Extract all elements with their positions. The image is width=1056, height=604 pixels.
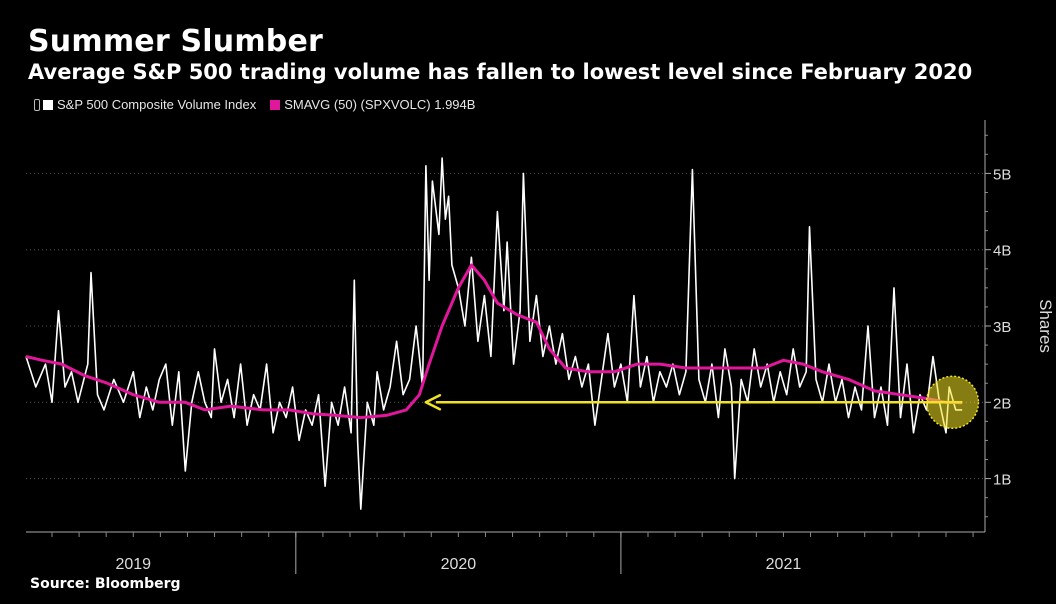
legend: S&P 500 Composite Volume Index SMAVG (50… [34, 97, 489, 112]
series-line-volume [25, 157, 963, 510]
axes: 1B 2B 3B 4B 5B Shares 2019 2020 2021 [26, 120, 1055, 574]
legend-pin-icon [34, 98, 40, 111]
chart-subtitle: Average S&P 500 trading volume has falle… [28, 60, 973, 84]
annotation-arrow-head [424, 394, 442, 411]
x-tick-label: 2019 [115, 556, 151, 573]
annotations [424, 375, 980, 430]
legend-item-smavg: SMAVG (50) (SPXVOLC) 1.994B [270, 97, 475, 112]
x-tick-label: 2021 [766, 556, 802, 573]
gridlines [26, 172, 985, 480]
y-tick-label: 1B [993, 472, 1011, 489]
source-note: Source: Bloomberg [30, 576, 181, 592]
y-tick-label: 3B [993, 319, 1011, 336]
legend-label-smavg: SMAVG (50) (SPXVOLC) 1.994B [284, 97, 476, 112]
legend-item-volume: S&P 500 Composite Volume Index [34, 97, 256, 112]
series-layer [25, 157, 963, 510]
legend-swatch-volume [43, 99, 53, 110]
y-tick-label: 4B [993, 243, 1011, 260]
y-tick-label: 5B [993, 166, 1011, 183]
legend-swatch-smavg [270, 99, 281, 110]
y-tick-label: 2B [993, 395, 1011, 412]
series-line-smavg [25, 263, 963, 420]
chart-title: Summer Slumber [28, 24, 323, 59]
legend-label-volume: S&P 500 Composite Volume Index [57, 97, 257, 112]
annotation-highlight-circle [925, 375, 980, 430]
y-axis-title: Shares [1036, 299, 1055, 353]
x-tick-label: 2020 [441, 556, 477, 573]
